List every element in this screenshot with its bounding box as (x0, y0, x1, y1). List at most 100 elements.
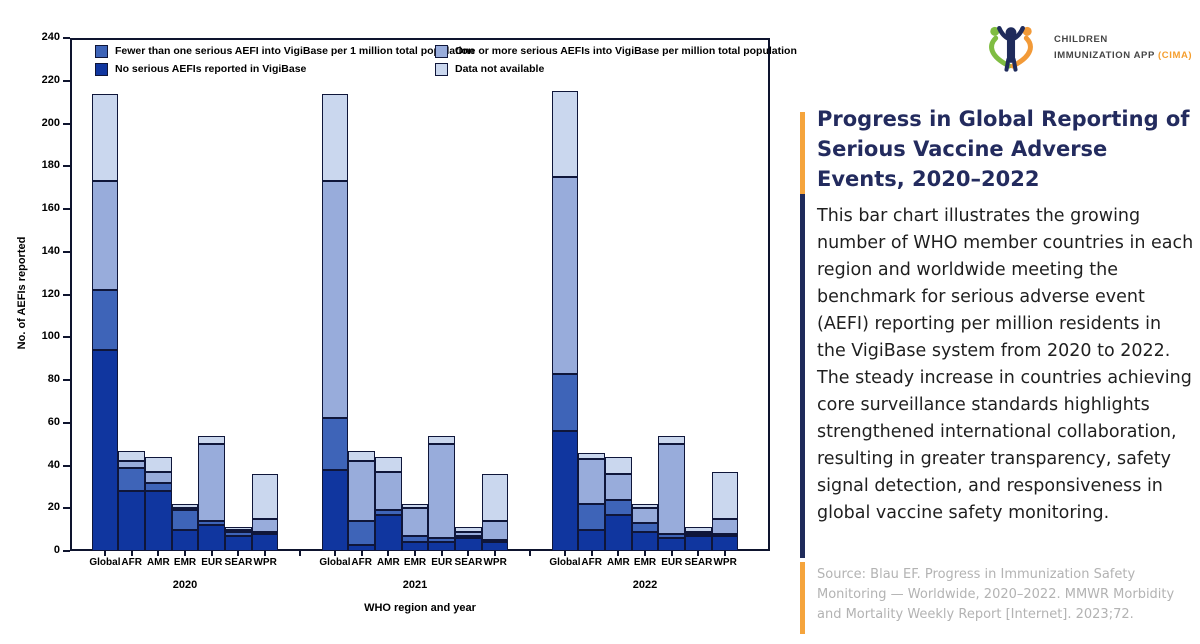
bar-segment-no_serious (428, 542, 456, 551)
category-label: AFR (581, 557, 602, 568)
y-tick (63, 421, 70, 424)
legend-item-fewer_than_one: Fewer than one serious AEFI into VigiBas… (95, 45, 474, 58)
bar-segment-data_not_available (631, 503, 659, 509)
bar-segment-data_not_available (428, 435, 456, 445)
y-tick (63, 37, 70, 39)
bar-segment-no_serious (171, 529, 199, 551)
x-tick (184, 551, 187, 556)
y-tick-label: 160 (41, 202, 60, 214)
plot-area (70, 38, 770, 551)
legend-item-no_serious: No serious AEFIs reported in VigiBase (95, 63, 435, 76)
x-tick (529, 551, 532, 556)
y-tick-label: 200 (41, 116, 60, 129)
x-tick (697, 551, 700, 556)
y-tick-label: 120 (41, 287, 60, 300)
legend-swatch-fewer_than_one (95, 45, 108, 58)
category-label: WPR (483, 557, 507, 568)
bar-segment-no_serious (198, 525, 226, 551)
bar-segment-fewer_than_one (251, 531, 279, 534)
x-tick (467, 551, 470, 556)
y-tick (63, 550, 70, 552)
chart-description: This bar chart illustrates the growing n… (817, 206, 1194, 523)
y-tick (63, 165, 70, 168)
y-tick-label: 80 (47, 373, 60, 385)
bar-segment-fewer_than_one (455, 536, 482, 539)
bar-segment-fewer_than_one (551, 373, 579, 432)
bar-segment-data_not_available (348, 450, 375, 462)
x-tick (563, 551, 566, 556)
logo-cima-tag: (CIMA) (1157, 50, 1193, 61)
title-accent-bar (800, 112, 805, 194)
y-tick (63, 507, 70, 510)
bar-segment-data_not_available (551, 91, 579, 177)
bar-segment-fewer_than_one (605, 499, 632, 515)
bar-segment-no_serious (348, 544, 375, 551)
bar-segment-one_or_more (171, 508, 199, 511)
bar-segment-data_not_available (118, 450, 145, 462)
x-tick (617, 551, 620, 556)
bar-segment-one_or_more (578, 459, 605, 504)
category-label: AFR (121, 557, 142, 568)
logo-line2: IMMUNIZATION APP (1054, 50, 1155, 61)
bar-segment-one_or_more (198, 444, 226, 522)
bar-segment-no_serious (631, 531, 659, 551)
bar-segment-one_or_more (91, 181, 119, 291)
y-tick-label: 60 (47, 415, 60, 428)
bar-segment-no_serious (711, 536, 739, 551)
bar-segment-fewer_than_one (685, 533, 712, 537)
y-tick (63, 464, 70, 467)
bar-segment-fewer_than_one (631, 523, 659, 532)
x-tick (494, 551, 497, 556)
bar-segment-data_not_available (321, 93, 349, 182)
bar-segment-no_serious (118, 491, 145, 551)
bar-segment-data_not_available (251, 474, 279, 519)
bar-segment-data_not_available (685, 527, 712, 532)
bar-segment-no_serious (321, 469, 349, 551)
legend-swatch-one_or_more (435, 45, 448, 58)
bar-segment-one_or_more (711, 518, 739, 534)
bar-segment-no_serious (251, 533, 279, 551)
y-tick-label: 220 (41, 73, 60, 86)
category-label: EUR (661, 557, 683, 568)
category-label: AMR (146, 557, 170, 568)
bar-segment-no_serious (685, 536, 712, 551)
y-tick-label: 40 (47, 458, 60, 471)
x-tick (387, 551, 390, 556)
bar-segment-fewer_than_one (578, 503, 605, 530)
bar-segment-data_not_available (711, 471, 739, 519)
bar-segment-no_serious (225, 536, 252, 551)
category-label: EMR (173, 557, 197, 568)
category-label: AMR (376, 557, 400, 568)
bar-segment-one_or_more (605, 474, 632, 500)
bar-segment-fewer_than_one (225, 531, 252, 537)
bar-segment-no_serious (145, 491, 172, 551)
x-tick (299, 551, 302, 556)
bar-segment-fewer_than_one (481, 540, 509, 543)
year-label: 2022 (632, 579, 658, 591)
category-label: SEAR (224, 557, 253, 568)
bar-segment-one_or_more (631, 508, 659, 524)
bar-segment-one_or_more (455, 531, 482, 537)
chart-legend: Fewer than one serious AEFI into VigiBas… (95, 45, 797, 76)
bar-segment-one_or_more (428, 444, 456, 539)
x-tick (670, 551, 673, 556)
bar-segment-one_or_more (348, 461, 375, 522)
bar-segment-fewer_than_one (145, 482, 172, 492)
body-accent-bar (800, 194, 805, 558)
y-tick (63, 336, 70, 339)
y-tick (63, 122, 70, 125)
x-tick (414, 551, 417, 556)
bar-segment-one_or_more (551, 176, 579, 374)
source-citation: Source: Blau EF. Progress in Immunizatio… (817, 567, 1175, 622)
x-tick (724, 551, 727, 556)
bar-segment-fewer_than_one (658, 533, 686, 539)
x-tick (130, 551, 133, 556)
y-tick (63, 379, 70, 381)
bar-segment-no_serious (605, 514, 632, 551)
y-axis-title: No. of AEFIs reported (16, 236, 28, 350)
bar-segment-fewer_than_one (711, 533, 739, 537)
bar-segment-fewer_than_one (118, 467, 145, 492)
y-tick-label: 20 (47, 501, 60, 514)
cima-logo-icon (989, 25, 1033, 72)
bar-segment-no_serious (375, 514, 402, 551)
